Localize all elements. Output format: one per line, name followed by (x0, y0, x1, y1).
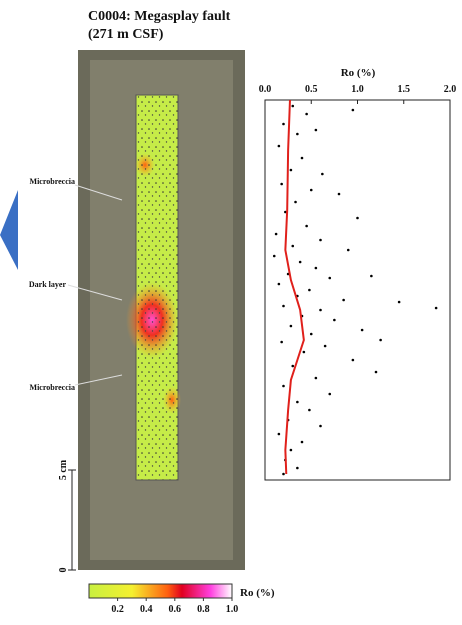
point (324, 345, 327, 348)
point (319, 425, 322, 428)
point (273, 255, 276, 258)
point (301, 157, 304, 160)
plot-frame (265, 100, 450, 480)
point (321, 173, 324, 176)
arrow (0, 190, 18, 270)
x-tick-label: 1.0 (351, 84, 364, 95)
scale-label: 5 cm (58, 459, 69, 480)
point (370, 275, 373, 278)
point (282, 385, 285, 388)
point (280, 341, 283, 344)
colorbar-tick-label: 1.0 (226, 604, 239, 615)
point (328, 393, 331, 396)
point (280, 183, 283, 186)
point (299, 261, 302, 264)
point (308, 409, 311, 412)
point (310, 333, 313, 336)
subtitle: (271 m CSF) (88, 27, 164, 42)
point (328, 277, 331, 280)
point (305, 113, 308, 116)
figure: C0004: Megasplay fault (271 m CSF) Micro… (0, 0, 462, 620)
colorbar-tick-label: 0.8 (197, 604, 210, 615)
point (291, 245, 294, 248)
point (282, 305, 285, 308)
point (296, 467, 299, 470)
point (361, 329, 364, 332)
x-tick-label: 0.0 (259, 84, 272, 95)
x-tick-label: 0.5 (305, 84, 318, 95)
point (435, 307, 438, 310)
title: C0004: Megasplay fault (88, 9, 231, 24)
colorbar-label: Ro (%) (240, 587, 275, 599)
point (296, 133, 299, 136)
point (278, 283, 281, 286)
point (291, 105, 294, 108)
page: C0004: Megasplay fault (271 m CSF) Micro… (0, 0, 462, 625)
point (275, 233, 278, 236)
point (303, 351, 306, 354)
point (315, 267, 318, 270)
point (356, 217, 359, 220)
point (352, 109, 355, 112)
point (310, 189, 313, 192)
annotation: Dark layer (29, 280, 67, 289)
colorbar (89, 584, 232, 598)
point (290, 169, 293, 172)
point (282, 473, 285, 476)
point (301, 441, 304, 444)
point (291, 365, 294, 368)
ro-map-points (136, 95, 178, 480)
point (315, 377, 318, 380)
point (352, 359, 355, 362)
point (282, 123, 285, 126)
point (290, 325, 293, 328)
point (278, 145, 281, 148)
point (290, 449, 293, 452)
point (375, 371, 378, 374)
point (308, 289, 311, 292)
point (342, 299, 345, 302)
point (319, 239, 322, 242)
point (398, 301, 401, 304)
point (347, 249, 350, 252)
point (338, 193, 341, 196)
annotation: Microbreccia (30, 177, 75, 186)
x-axis-label: Ro (%) (341, 67, 376, 79)
scale-label: 0 (58, 568, 69, 573)
point (315, 129, 318, 132)
annotation: Microbreccia (30, 383, 75, 392)
point (379, 339, 382, 342)
colorbar-tick-label: 0.2 (111, 604, 124, 615)
point (294, 201, 297, 204)
point (319, 309, 322, 312)
point (333, 319, 336, 322)
colorbar-tick-label: 0.4 (140, 604, 153, 615)
point (305, 225, 308, 228)
x-tick-label: 2.0 (444, 84, 457, 95)
x-tick-label: 1.5 (398, 84, 411, 95)
point (296, 401, 299, 404)
trend-line (285, 100, 304, 474)
colorbar-tick-label: 0.6 (169, 604, 182, 615)
point (278, 433, 281, 436)
